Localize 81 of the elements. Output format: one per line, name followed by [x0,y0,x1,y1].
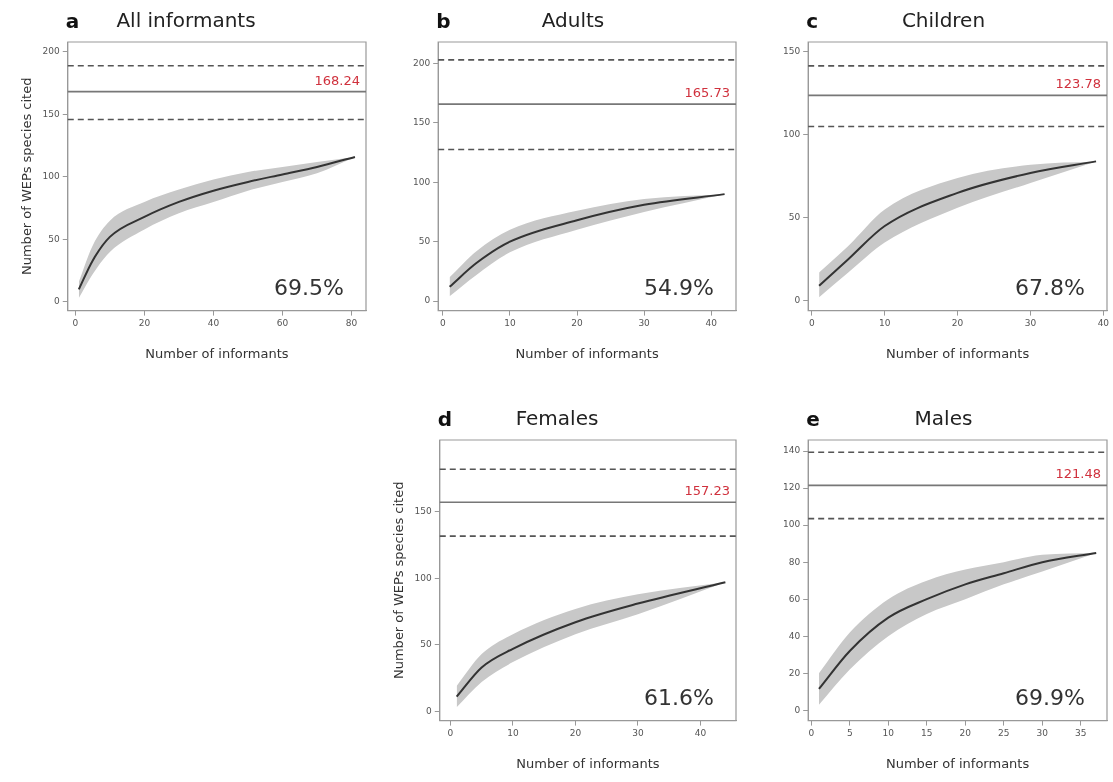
chart-title: Males [914,406,973,431]
y-tick-label: 100 [782,519,801,530]
x-tick-label: 10 [878,318,891,329]
y-tick-label: 0 [424,295,431,306]
x-axis-title: Number of informants [145,345,289,361]
y-tick-label: 150 [412,117,431,128]
y-tick-label: 100 [412,176,431,187]
y-tick-label: 0 [426,705,433,716]
text: a [65,9,80,34]
y-tick-label: 50 [788,212,801,223]
x-tick-label: 0 [440,318,447,329]
y-tick-label: 100 [782,129,801,140]
x-tick-label: 20 [951,318,964,329]
x-tick-label: 0 [808,318,815,329]
y-tick-label: 60 [788,593,801,604]
x-tick-label: 60 [276,318,289,329]
x-tick-label: 10 [882,728,895,739]
text: d [437,407,453,432]
y-tick-label: 100 [42,171,61,182]
y-tick-label: 20 [788,667,801,678]
text: e [806,407,820,432]
chart-title: Children [901,8,986,33]
annotation: 61.6% [644,685,714,711]
y-tick-label: 120 [782,482,801,493]
x-tick-label: 35 [1075,728,1087,739]
text: b [436,9,451,34]
x-tick-label: 0 [72,318,79,329]
x-tick-label: 20 [959,728,972,739]
x-tick-label: 5 [846,728,853,739]
ref-line-label: 123.78 [1055,76,1101,92]
chart-title: Adults [541,8,605,33]
y-tick-label: 50 [420,639,433,650]
y-tick-label: 140 [782,445,801,456]
x-tick-label: 0 [447,728,454,739]
annotation: 67.8% [1015,275,1085,301]
chart-title: Females [515,406,599,431]
chart-title: All informants [116,8,256,33]
x-tick-label: 20 [571,318,584,329]
y-tick-label: 150 [414,506,433,517]
x-tick-label: 40 [705,318,718,329]
x-tick-label: 40 [694,728,707,739]
x-axis-title: Number of informants [885,755,1030,771]
text: c [806,9,819,34]
x-tick-label: 40 [1097,318,1110,329]
x-tick-label: 80 [345,318,358,329]
y-tick-label: 0 [794,295,801,305]
y-tick-label: 0 [794,704,801,715]
annotation: 54.9% [644,275,714,301]
y-tick-label: 200 [412,57,431,68]
y-axis-title: Number of WEPs species cited [19,77,35,275]
y-tick-label: 80 [788,556,801,567]
x-axis-title: Number of informants [516,755,660,771]
x-tick-label: 10 [504,318,516,329]
y-tick-label: 50 [48,233,61,244]
annotation: 69.9% [1015,685,1085,711]
x-tick-label: 0 [808,728,815,739]
x-tick-label: 30 [638,318,651,329]
ref-line-label: 157.23 [684,483,730,499]
y-tick-label: 150 [782,46,801,57]
y-tick-label: 40 [788,630,801,641]
x-tick-label: 30 [1036,728,1049,739]
annotation: 69.5% [274,275,344,301]
y-tick-label: 50 [418,236,431,247]
x-axis-title: Number of informants [885,345,1030,361]
ref-line-label: 165.73 [684,85,730,100]
y-tick-label: 100 [414,572,433,583]
y-axis-title: Number of WEPs species cited [391,481,407,679]
x-axis-title: Number of informants [515,345,659,361]
y-tick-label: 0 [54,296,61,307]
x-tick-label: 40 [207,318,220,329]
x-tick-label: 20 [569,728,582,739]
x-tick-label: 10 [507,728,519,739]
x-tick-label: 30 [1024,318,1037,329]
x-tick-label: 15 [921,728,933,739]
x-tick-label: 30 [632,728,644,739]
y-tick-label: 200 [42,46,61,57]
ref-line-label: 121.48 [1055,466,1101,482]
ref-line-label: 168.24 [314,72,360,88]
x-tick-label: 20 [138,318,151,329]
x-tick-label: 25 [998,728,1010,739]
y-tick-label: 150 [42,108,61,119]
